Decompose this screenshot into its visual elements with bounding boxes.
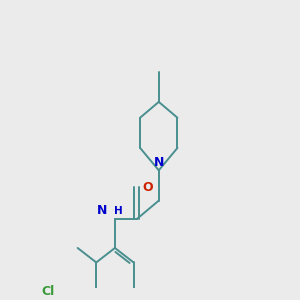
Text: H: H [114, 206, 123, 216]
Text: N: N [97, 204, 107, 217]
Text: N: N [154, 156, 164, 169]
Text: Cl: Cl [41, 285, 55, 298]
Text: O: O [142, 181, 153, 194]
